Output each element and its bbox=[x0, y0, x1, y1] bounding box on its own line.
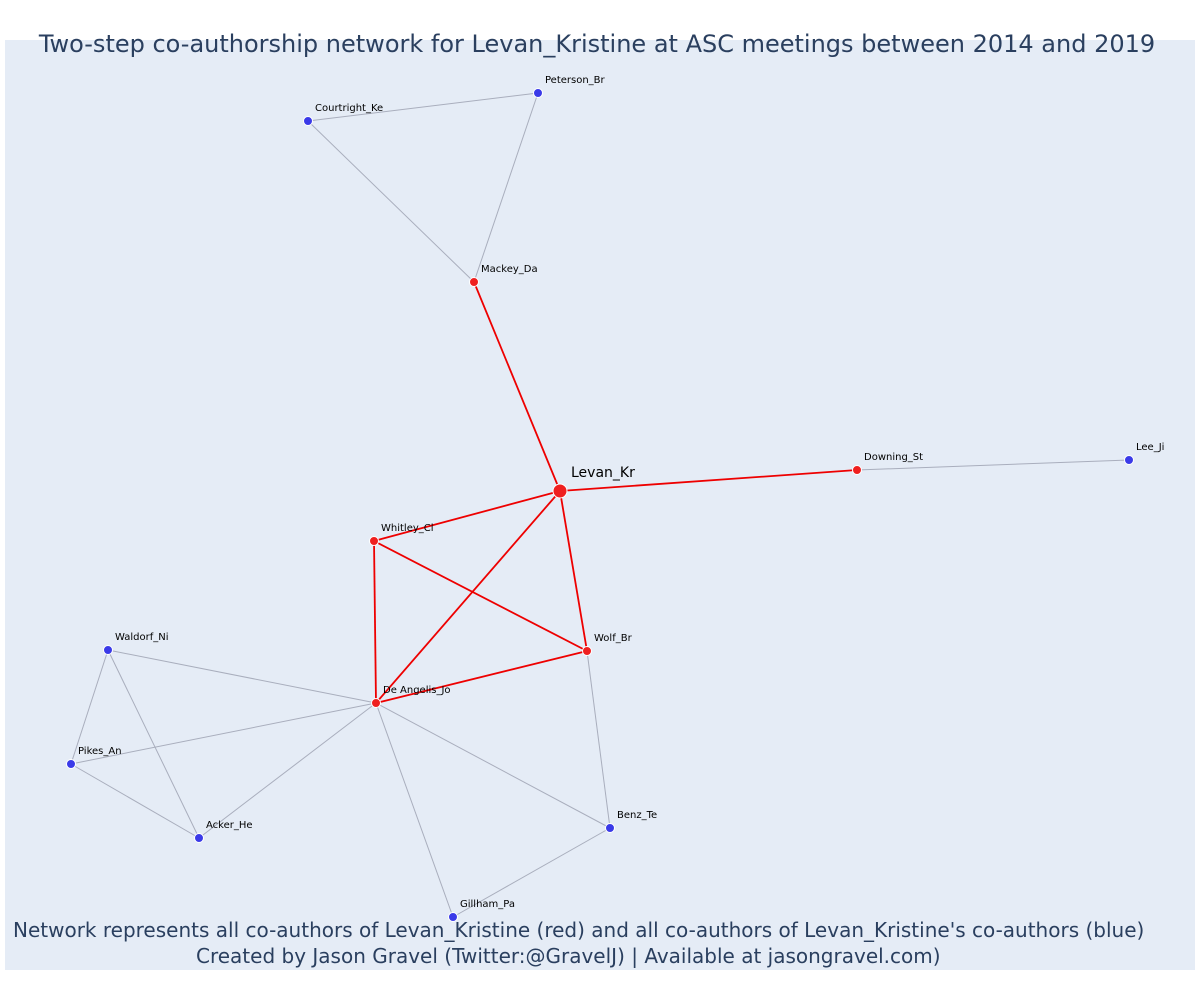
node-acker-he[interactable] bbox=[194, 833, 204, 843]
node-lee-ji[interactable] bbox=[1124, 455, 1134, 465]
edge-levan-kr-mackey-da bbox=[473, 281, 561, 492]
labels-layer: Levan_Kr Mackey_Da Downing_St Whitley_Cl Wol… bbox=[78, 75, 1164, 910]
edge-waldorf-ni-pikes-an bbox=[70, 649, 109, 765]
edge-wolf-br-benz-te bbox=[586, 650, 611, 829]
node-waldorf-ni[interactable] bbox=[103, 645, 113, 655]
node-mackey-da[interactable] bbox=[469, 277, 479, 287]
edge-waldorf-ni-de-angelis-jo bbox=[107, 649, 377, 704]
node-de-angelis-jo[interactable] bbox=[371, 698, 381, 708]
plot-background bbox=[5, 40, 1195, 970]
node-label-mackey-da: Mackey_Da bbox=[481, 264, 538, 275]
edge-levan-kr-whitley-cl bbox=[373, 490, 561, 542]
edge-waldorf-ni-acker-he bbox=[107, 649, 200, 839]
nodes-layer bbox=[66, 88, 1134, 922]
edge-levan-kr-wolf-br bbox=[559, 490, 588, 652]
node-label-waldorf-ni: Waldorf_Ni bbox=[115, 632, 169, 643]
node-label-levan-kr: Levan_Kr bbox=[571, 465, 635, 481]
node-label-benz-te: Benz_Te bbox=[617, 810, 657, 821]
node-whitley-cl[interactable] bbox=[369, 536, 379, 546]
node-gillham-pa[interactable] bbox=[448, 912, 458, 922]
edge-whitley-cl-wolf-br bbox=[373, 540, 588, 652]
caption-line-2: Created by Jason Gravel (Twitter:@Gravel… bbox=[196, 944, 941, 968]
node-benz-te[interactable] bbox=[605, 823, 615, 833]
edge-courtright-ke-peterson-br bbox=[307, 92, 539, 122]
edge-levan-kr-downing-st bbox=[559, 469, 858, 492]
node-pikes-an[interactable] bbox=[66, 759, 76, 769]
node-label-peterson-br: Peterson_Br bbox=[545, 75, 606, 86]
node-label-gillham-pa: Gillham_Pa bbox=[460, 899, 515, 910]
edge-de-angelis-jo-gillham-pa bbox=[375, 702, 454, 918]
edge-de-angelis-jo-benz-te bbox=[375, 702, 611, 829]
edge-whitley-cl-de-angelis-jo bbox=[373, 540, 377, 704]
edge-peterson-br-mackey-da bbox=[473, 92, 539, 283]
edge-pikes-an-acker-he bbox=[70, 763, 200, 839]
node-label-acker-he: Acker_He bbox=[206, 820, 253, 831]
edge-pikes-an-de-angelis-jo bbox=[70, 702, 377, 765]
node-label-whitley-cl: Whitley_Cl bbox=[381, 523, 434, 534]
node-label-lee-ji: Lee_Ji bbox=[1136, 442, 1164, 453]
edge-levan-kr-de-angelis-jo bbox=[375, 490, 561, 704]
edge-wolf-br-de-angelis-jo bbox=[375, 650, 588, 704]
node-levan-kr[interactable] bbox=[552, 483, 568, 499]
caption-line-1: Network represents all co-authors of Lev… bbox=[13, 918, 1145, 942]
edges-layer bbox=[70, 92, 1130, 918]
node-peterson-br[interactable] bbox=[533, 88, 543, 98]
node-downing-st[interactable] bbox=[852, 465, 862, 475]
edge-downing-st-lee-ji bbox=[856, 459, 1130, 471]
node-label-pikes-an: Pikes_An bbox=[78, 746, 122, 757]
edge-acker-he-de-angelis-jo bbox=[198, 702, 377, 839]
node-courtright-ke[interactable] bbox=[303, 116, 313, 126]
edge-benz-te-gillham-pa bbox=[452, 827, 611, 918]
chart-title: Two-step co-authorship network for Levan… bbox=[38, 30, 1156, 58]
node-label-courtright-ke: Courtright_Ke bbox=[315, 103, 383, 114]
node-label-de-angelis-jo: De Angelis_Jo bbox=[383, 685, 451, 696]
node-label-downing-st: Downing_St bbox=[864, 452, 923, 463]
node-label-wolf-br: Wolf_Br bbox=[594, 633, 633, 644]
node-wolf-br[interactable] bbox=[582, 646, 592, 656]
edge-courtright-ke-mackey-da bbox=[307, 120, 475, 283]
